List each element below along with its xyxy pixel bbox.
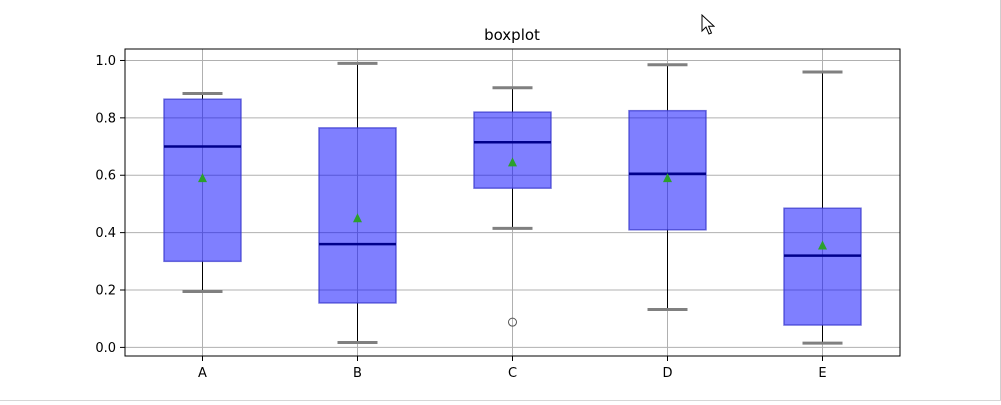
y-tick-label: 0.2	[95, 284, 116, 299]
box-a-mean-marker	[198, 173, 207, 183]
y-tick-label: 1.0	[95, 54, 116, 69]
mouse-pointer-icon	[701, 14, 715, 35]
x-tick-label: E	[818, 366, 826, 381]
box-c-outlier	[508, 317, 517, 327]
box-e-body	[783, 207, 862, 326]
y-tick-label: 0.4	[95, 226, 116, 241]
chart-title: boxplot	[484, 26, 540, 44]
x-tick-label: A	[198, 366, 207, 381]
x-tick-label: B	[353, 366, 362, 381]
box-b-mean-marker	[353, 213, 362, 223]
x-tick-label: C	[508, 366, 517, 381]
box-e-mean-marker	[818, 240, 827, 250]
box-c-body	[473, 111, 552, 189]
x-tick-label: D	[662, 366, 672, 381]
box-c-mean-marker	[508, 157, 517, 167]
y-tick-label: 0.6	[95, 169, 116, 184]
y-tick-label: 0.0	[95, 341, 116, 356]
y-tick-label: 0.8	[95, 111, 116, 126]
box-d-mean-marker	[663, 173, 672, 183]
box-d-body	[628, 109, 707, 231]
box-series	[163, 61, 862, 345]
axes: 0.0 0.2 0.4 0.6 0.8 1.0 A B C D E	[95, 48, 901, 381]
